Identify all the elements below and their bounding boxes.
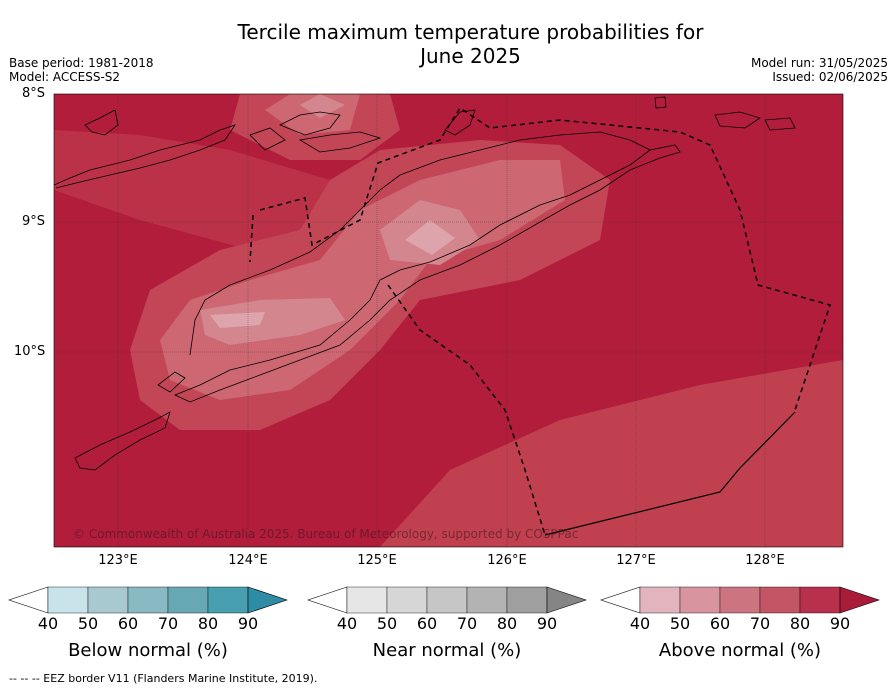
lat-label-9s: 9°S — [22, 214, 46, 229]
colorbar-segment — [87, 586, 129, 614]
shade-nw-80 — [54, 130, 360, 260]
model-name: Model: ACCESS-S2 — [9, 70, 121, 84]
base-period: Base period: 1981-2018 — [9, 56, 154, 70]
colorbar-tick-label: 80 — [197, 614, 219, 633]
colorbar-max-arrow — [839, 586, 880, 614]
colorbar-tick-label: 60 — [709, 614, 731, 633]
eez-border-solid — [544, 411, 796, 536]
map-shading — [54, 94, 843, 547]
colorbar-tick-label: 90 — [536, 614, 558, 633]
title-line-1: Tercile maximum temperature probabilitie… — [237, 20, 704, 44]
colorbar-segment — [346, 586, 388, 614]
meta-right: Model run: 31/05/2025 Issued: 02/06/2025 — [751, 56, 888, 84]
colorbar-segment — [466, 586, 508, 614]
shade-se-80 — [380, 360, 843, 547]
colorbar-segment — [426, 586, 468, 614]
lon-label-128e: 128°E — [745, 553, 785, 568]
colorbar-tick-label: 80 — [789, 614, 811, 633]
colorbar-tick-label: 40 — [37, 614, 59, 633]
shade-west-60 — [200, 298, 345, 345]
colorbar-tick-label: 70 — [456, 614, 478, 633]
lon-label-125e: 125°E — [357, 553, 397, 568]
gridlines — [54, 94, 843, 547]
colorbar-segment — [759, 586, 801, 614]
lat-label-10s: 10°S — [14, 344, 46, 359]
colorbar-segment — [127, 586, 169, 614]
colorbar-near-normal — [307, 586, 587, 614]
colorbar-min-arrow — [307, 586, 348, 614]
colorbar-max-arrow — [247, 586, 288, 614]
colorbar-segment — [207, 586, 249, 614]
lat-label-8s: 8°S — [22, 86, 46, 101]
eez-border — [249, 106, 831, 536]
shade-top-60 — [300, 94, 345, 118]
shade-west-50 — [210, 312, 265, 328]
colorbar-tick-label: 60 — [416, 614, 438, 633]
colorbar-tick-label: 90 — [237, 614, 259, 633]
colorbar-above-title: Above normal (%) — [658, 640, 822, 661]
colorbar-min-arrow — [8, 586, 49, 614]
colorbars — [8, 586, 880, 614]
colorbar-tick-label: 90 — [829, 614, 851, 633]
colorbar-tick-label: 50 — [376, 614, 398, 633]
colorbar-segment — [506, 586, 548, 614]
lon-label-124e: 124°E — [228, 553, 268, 568]
colorbar-above-normal — [600, 586, 880, 614]
colorbar-min-arrow — [600, 586, 641, 614]
colorbar-segment — [386, 586, 428, 614]
eez-footer: -- -- -- EEZ border V11 (Flanders Marine… — [9, 672, 318, 685]
colorbar-tick-label: 50 — [669, 614, 691, 633]
colorbar-tick-label: 50 — [77, 614, 99, 633]
colorbar-segment — [799, 586, 841, 614]
colorbar-below-title: Below normal (%) — [68, 640, 228, 661]
model-run: Model run: 31/05/2025 — [750, 56, 888, 70]
lon-label-123e: 123°E — [98, 553, 138, 568]
lon-label-127e: 127°E — [616, 553, 656, 568]
title-line-2: June 2025 — [420, 44, 521, 68]
shade-east-50 — [405, 220, 455, 255]
colorbar-tick-label: 60 — [117, 614, 139, 633]
colorbar-tick-label: 80 — [496, 614, 518, 633]
meta-left: Base period: 1981-2018 Model: ACCESS-S2 — [9, 56, 154, 84]
colorbar-segment — [719, 586, 761, 614]
map-title: Tercile maximum temperature probabilitie… — [0, 20, 896, 68]
map-frame — [53, 93, 844, 548]
colorbar-tick-label: 40 — [336, 614, 358, 633]
lon-label-126e: 126°E — [487, 553, 527, 568]
colorbar-tick-label: 70 — [157, 614, 179, 633]
colorbar-segment — [639, 586, 681, 614]
coastlines — [54, 96, 796, 471]
colorbar-segment — [679, 586, 721, 614]
colorbar-below-normal — [8, 586, 288, 614]
colorbar-segment — [167, 586, 209, 614]
colorbar-near-title: Near normal (%) — [372, 640, 522, 661]
colorbar-max-arrow — [546, 586, 587, 614]
issued-date: Issued: 02/06/2025 — [772, 70, 888, 84]
colorbar-tick-label: 40 — [629, 614, 651, 633]
colorbar-tick-label: 70 — [749, 614, 771, 633]
colorbar-segment — [47, 586, 89, 614]
copyright-notice: © Commonwealth of Australia 2025. Bureau… — [73, 527, 579, 541]
